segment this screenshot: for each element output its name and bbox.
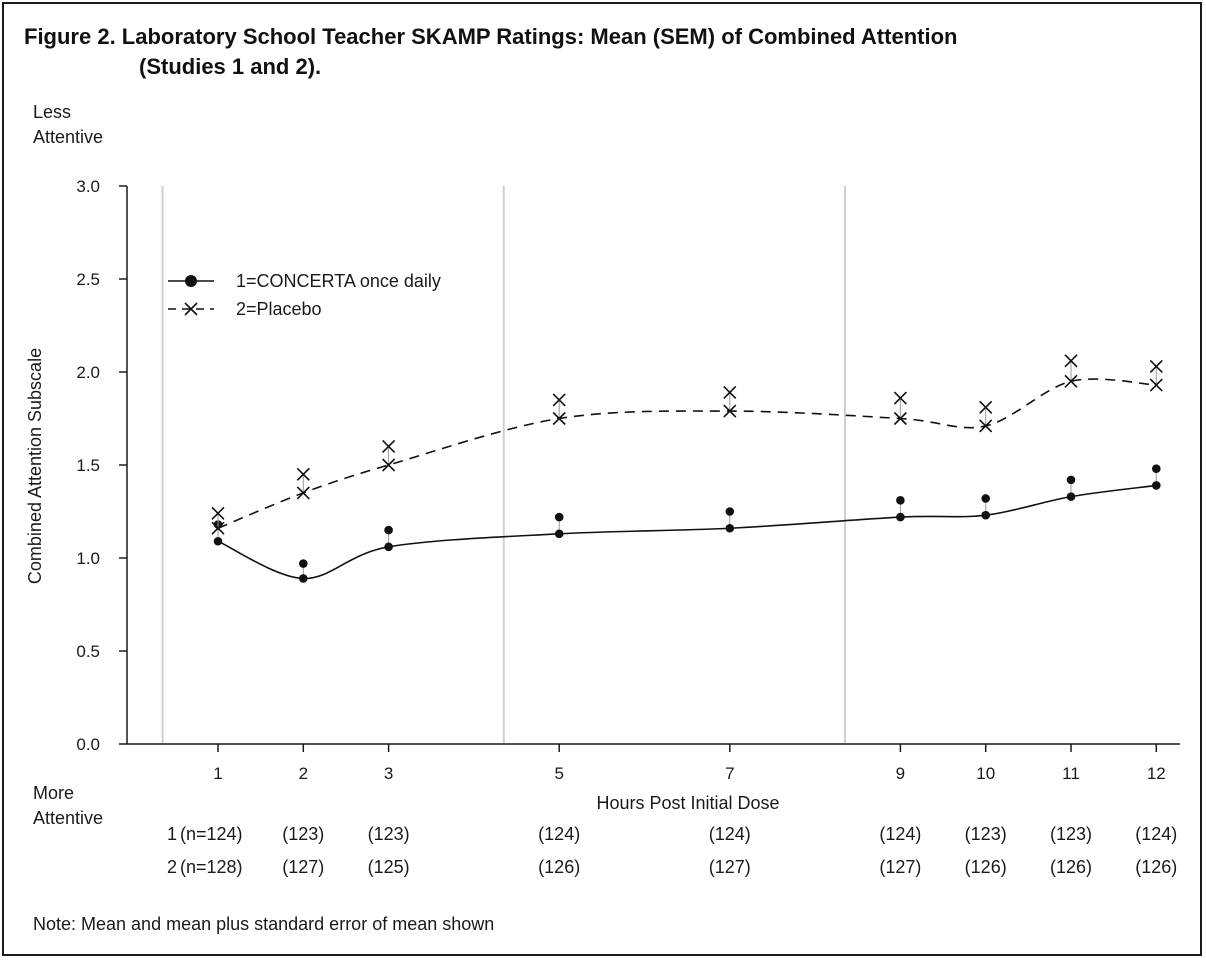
n-table-row-2-cell-5: (127) xyxy=(879,857,921,877)
y-tick-label-0: 0.0 xyxy=(76,735,100,754)
series-2-sem-point-5 xyxy=(893,391,907,405)
n-table-row-1-cell-5: (124) xyxy=(879,824,921,844)
n-table-row-1-cell-3: (124) xyxy=(538,824,580,844)
n-table-row-2-prefix: 2 xyxy=(167,857,177,877)
series-2-mean-point-4 xyxy=(723,404,737,418)
n-table-row-1-cell-8: (124) xyxy=(1135,824,1177,844)
series-1-mean-point-3 xyxy=(554,529,564,539)
series-1-sem-point-6 xyxy=(981,494,990,503)
series-1-sem-point-4 xyxy=(725,507,735,516)
n-table-row-2-cell-6: (126) xyxy=(965,857,1007,877)
less-attentive-label: Less Attentive xyxy=(33,102,104,147)
series-2-sem-point-0 xyxy=(211,506,225,520)
n-table-row-2-cell-1: (127) xyxy=(282,857,324,877)
x-tick-label-5: 9 xyxy=(896,764,905,783)
n-table-row-2-cell-7: (126) xyxy=(1050,857,1092,877)
y-tick-label-4: 2.0 xyxy=(76,363,100,382)
series-2-sem-point-7 xyxy=(1064,354,1078,368)
n-table-row-2-cell-2: (125) xyxy=(368,857,410,877)
y-axis-title: Combined Attention Subscale xyxy=(25,348,45,584)
series-2-mean-point-2 xyxy=(382,458,396,472)
figure-title-line-1: Figure 2. Laboratory School Teacher SKAM… xyxy=(24,24,958,49)
series-1-mean-point-2 xyxy=(384,542,393,552)
series-2-sem-point-2 xyxy=(382,439,396,453)
series-1-mean-point-7 xyxy=(1066,492,1076,501)
series-1-sem-point-3 xyxy=(554,512,564,522)
figure-note: Note: Mean and mean plus standard error … xyxy=(33,914,495,934)
series-1-mean-point-1 xyxy=(299,574,308,583)
n-table-row-1-cell-1: (123) xyxy=(282,824,324,844)
series-2-sem-point-1 xyxy=(296,467,310,481)
x-tick-label-7: 11 xyxy=(1062,764,1080,783)
series-1-sem-point-5 xyxy=(896,496,905,505)
x-tick-label-1: 2 xyxy=(299,764,308,783)
series-2-sem-point-3 xyxy=(552,393,566,407)
x-tick-label-6: 10 xyxy=(976,764,995,783)
y-tick-label-3: 1.5 xyxy=(76,456,100,475)
legend-marker-series-1 xyxy=(185,275,197,287)
figure-title: Figure 2. Laboratory School Teacher SKAM… xyxy=(24,22,957,82)
x-tick-label-8: 12 xyxy=(1147,764,1166,783)
n-table-row-2-cell-4: (127) xyxy=(709,857,751,877)
n-table-row-1-cell-2: (123) xyxy=(368,824,410,844)
x-tick-label-2: 3 xyxy=(384,764,393,783)
series-1-sem-point-7 xyxy=(1066,475,1076,485)
x-axis-title: Hours Post Initial Dose xyxy=(596,793,779,813)
series-1-sem-point-2 xyxy=(384,525,393,535)
n-table-row-2-cell-8: (126) xyxy=(1135,857,1177,877)
series-2-mean-point-7 xyxy=(1064,374,1078,388)
series-1-mean-point-4 xyxy=(725,523,735,533)
y-tick-label-5: 2.5 xyxy=(76,270,100,289)
series-1-sem-point-8 xyxy=(1152,464,1161,474)
n-table-row-2-cell-0: (n=128) xyxy=(180,857,243,877)
n-table-row-2-cell-3: (126) xyxy=(538,857,580,877)
series-1-mean-point-8 xyxy=(1152,481,1161,490)
n-table-row-1-cell-4: (124) xyxy=(709,824,751,844)
series-1-mean-point-6 xyxy=(981,510,990,520)
series-2-sem-point-8 xyxy=(1149,359,1163,373)
series-1-mean-point-0 xyxy=(213,536,223,546)
y-tick-label-2: 1.0 xyxy=(76,549,100,568)
legend-marker-series-2 xyxy=(184,302,198,316)
y-tick-label-1: 0.5 xyxy=(76,642,100,661)
n-table-row-1-cell-7: (123) xyxy=(1050,824,1092,844)
series-2-line xyxy=(217,378,1157,529)
legend-label-series-1: 1=CONCERTA once daily xyxy=(236,271,441,291)
series-2-mean-point-8 xyxy=(1149,378,1163,392)
series-1-sem-point-1 xyxy=(299,559,308,568)
n-table-row-1-cell-0: (n=124) xyxy=(180,824,243,844)
x-tick-label-4: 7 xyxy=(725,764,734,783)
series-2-mean-point-6 xyxy=(979,419,993,433)
x-tick-label-0: 1 xyxy=(213,764,222,783)
figure-title-line-2: (Studies 1 and 2). xyxy=(139,54,322,79)
series-2-mean-point-0 xyxy=(211,521,225,535)
series-2-mean-point-5 xyxy=(893,411,907,426)
series-1-mean-point-5 xyxy=(896,512,905,522)
legend-label-series-2: 2=Placebo xyxy=(236,299,322,319)
series-1-line xyxy=(217,484,1157,580)
x-tick-label-3: 5 xyxy=(554,764,563,783)
series-2-mean-point-1 xyxy=(296,486,310,500)
series-2-mean-point-3 xyxy=(552,411,566,426)
y-tick-label-6: 3.0 xyxy=(76,177,100,196)
series-2-sem-point-4 xyxy=(723,385,737,400)
more-attentive-label: More Attentive xyxy=(33,783,104,828)
n-table-row-1-cell-6: (123) xyxy=(965,824,1007,844)
series-2-sem-point-6 xyxy=(979,400,993,414)
n-table-row-1-prefix: 1 xyxy=(167,824,177,844)
